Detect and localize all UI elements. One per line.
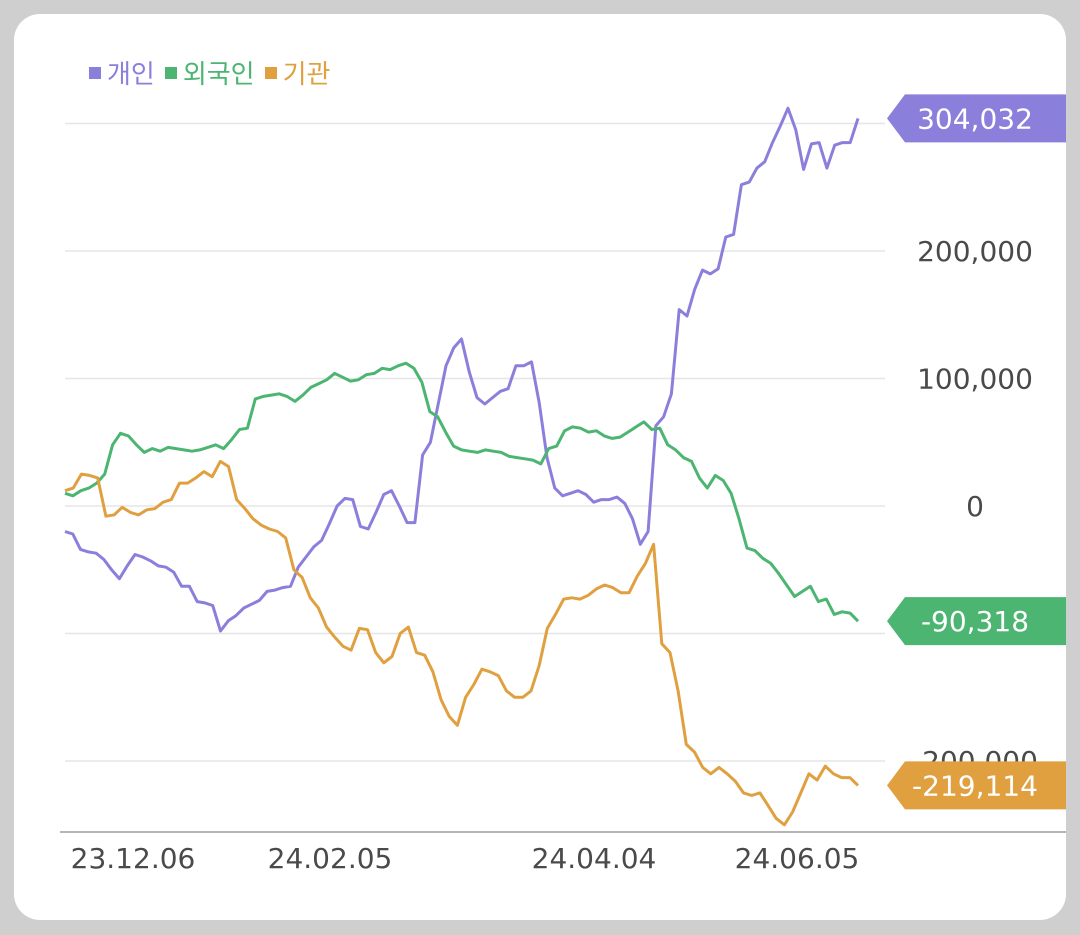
last-value-tag: 304,032 bbox=[887, 94, 1066, 143]
tag-background bbox=[887, 94, 1066, 143]
legend-label: 개인 bbox=[107, 60, 155, 90]
last-value-tag: -219,114 bbox=[887, 761, 1066, 810]
legend-label: 기관 bbox=[282, 60, 331, 90]
y-tick-label: 0 bbox=[966, 490, 984, 523]
series-line bbox=[64, 106, 860, 633]
x-tick-label: 24.04.04 bbox=[532, 842, 657, 875]
y-tick-label: 200,000 bbox=[917, 235, 1033, 268]
legend-item[interactable]: 기관 bbox=[264, 54, 331, 91]
legend-swatch bbox=[89, 66, 101, 79]
chart-legend: 개인 외국인 기관 bbox=[89, 54, 330, 91]
tag-value: 304,032 bbox=[917, 102, 1033, 135]
y-tick-label: 100,000 bbox=[917, 363, 1033, 396]
last-value-tag: -90,318 bbox=[887, 597, 1066, 646]
x-tick-label: 24.02.05 bbox=[268, 842, 393, 875]
legend-item[interactable]: 외국인 bbox=[164, 54, 255, 91]
legend-item[interactable]: 개인 bbox=[89, 54, 155, 91]
chart-card: 개인 외국인 기관 bbox=[14, 14, 1066, 920]
tag-background bbox=[887, 597, 1066, 646]
legend-swatch bbox=[264, 66, 277, 79]
legend-label: 외국인 bbox=[182, 60, 255, 90]
legend-swatch bbox=[164, 66, 177, 79]
x-tick-label: 24.06.05 bbox=[735, 842, 860, 875]
tag-value: -219,114 bbox=[912, 769, 1038, 802]
x-tick-label: 23.12.06 bbox=[71, 842, 196, 875]
series-line bbox=[64, 361, 860, 623]
tag-background bbox=[887, 761, 1066, 810]
series-line bbox=[64, 459, 860, 827]
tag-value: -90,318 bbox=[921, 605, 1029, 638]
